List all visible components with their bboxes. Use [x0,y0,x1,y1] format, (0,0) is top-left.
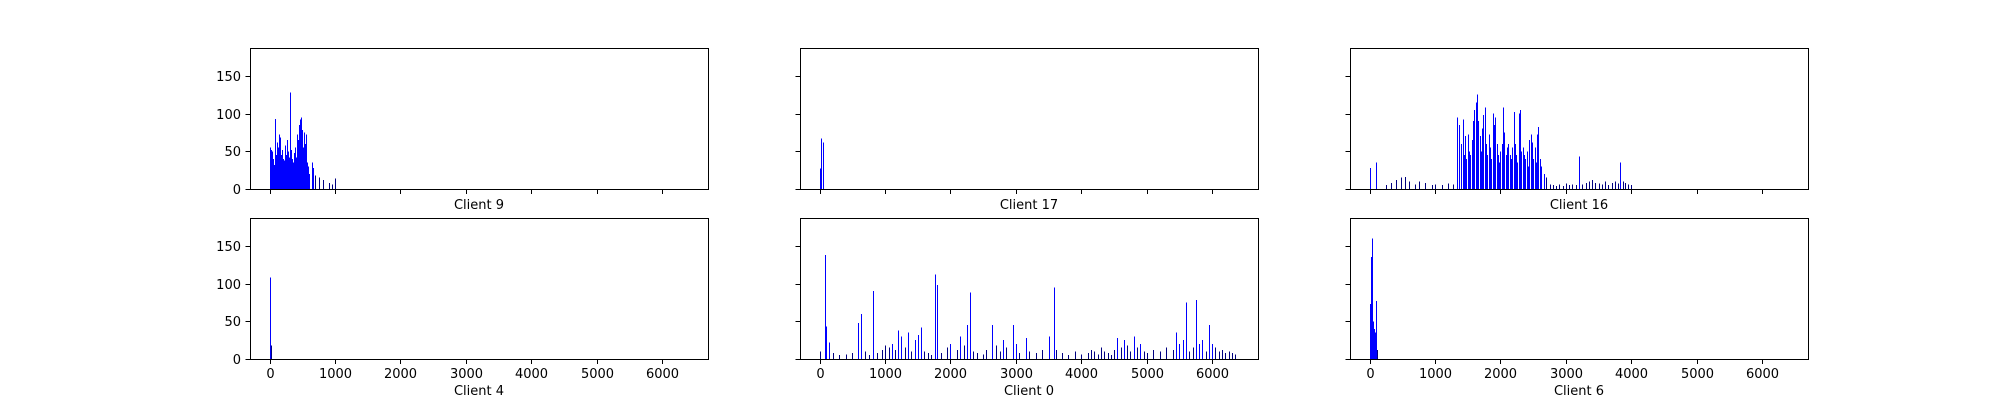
x-tick-label: 4000 [1065,367,1098,382]
x-tick-label: 3000 [1000,367,1033,382]
x-tick-label: 1000 [319,367,352,382]
panel-title: Client 6 [1554,384,1604,399]
x-tick-label: 0 [1366,367,1374,382]
x-tick-label: 5000 [1131,367,1164,382]
x-tick-label: 0 [266,367,274,382]
panel-client-16: Client 16 [1345,48,1809,213]
x-tick-label: 2000 [1484,367,1517,382]
x-tick-label: 5000 [581,367,614,382]
panel-client-9: 0 50 100 150 Client 9 [216,48,709,213]
x-tick-label: 0 [816,367,824,382]
axes-frame [1350,218,1809,360]
x-tick-label: 2000 [384,367,417,382]
panel-title: Client 9 [454,198,504,213]
x-tick-label: 6000 [646,367,679,382]
x-tick-label: 4000 [1615,367,1648,382]
y-tick-label: 0 [233,353,241,368]
panel-client-4: 0 1000 2000 3000 4000 5000 6000 0 50 100 150 Client… [216,218,709,399]
panel-title: Client 16 [1550,198,1608,213]
y-tick-label: 100 [216,108,241,123]
y-tick-label: 50 [224,145,241,160]
panel-client-17: Client 17 [795,48,1259,213]
x-tick-label: 6000 [1746,367,1779,382]
x-tick-label: 2000 [934,367,967,382]
axes-frame [250,218,709,360]
x-tick-label: 1000 [869,367,902,382]
x-tick-label: 5000 [1681,367,1714,382]
x-tick-label: 3000 [450,367,483,382]
axes-frame [800,48,1259,190]
panel-client-6: 0 1000 2000 3000 4000 5000 6000 Client 6 [1345,218,1809,399]
y-tick-label: 150 [216,240,241,255]
axes-frame [1350,48,1809,190]
axes-frame [250,48,709,190]
y-tick-label: 0 [233,183,241,198]
x-tick-label: 6000 [1196,367,1229,382]
y-tick-label: 50 [224,315,241,330]
y-tick-label: 150 [216,70,241,85]
x-tick-label: 3000 [1550,367,1583,382]
panel-title: Client 0 [1004,384,1054,399]
panel-title: Client 17 [1000,198,1058,213]
panel-title: Client 4 [454,384,504,399]
panel-client-0: 0 1000 2000 3000 4000 5000 6000 Client 0 [795,218,1259,399]
x-tick-label: 1000 [1419,367,1452,382]
axes-frame [800,218,1259,360]
y-tick-label: 100 [216,278,241,293]
x-tick-label: 4000 [515,367,548,382]
